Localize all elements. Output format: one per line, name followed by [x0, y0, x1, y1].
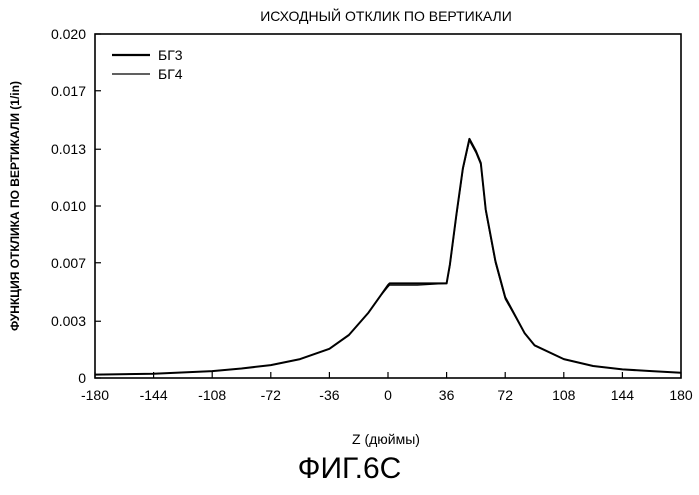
- x-tick-label: 72: [497, 387, 513, 403]
- y-tick-label: 0.013: [51, 141, 86, 157]
- y-tick-label: 0.020: [51, 26, 86, 42]
- x-tick-label: -180: [81, 387, 109, 403]
- x-tick-label: -72: [261, 387, 281, 403]
- x-ticks: -180 -144 -108 -72 -36 0 36 72 108 144 180: [81, 372, 693, 403]
- y-tick-label: 0.017: [51, 83, 86, 99]
- y-tick-label: 0.007: [51, 255, 86, 271]
- x-tick-label: 144: [611, 387, 635, 403]
- chart-title: ИСХОДНЫЙ ОТКЛИК ПО ВЕРТИКАЛИ: [260, 7, 512, 24]
- figure-caption: ФИГ.6С: [0, 452, 699, 486]
- x-tick-label: -144: [140, 387, 168, 403]
- y-axis-label: ФУНКЦИЯ ОТКЛИКА ПО ВЕРТИКАЛИ (1/in): [8, 81, 22, 331]
- series-layer: [95, 139, 681, 375]
- series-line-bg4: [95, 141, 681, 375]
- y-tick-label: 0: [78, 370, 86, 386]
- chart: ИСХОДНЫЙ ОТКЛИК ПО ВЕРТИКАЛИ ФУНКЦИЯ ОТК…: [0, 0, 699, 450]
- plot-frame: [95, 34, 681, 378]
- x-tick-label: -108: [198, 387, 226, 403]
- y-ticks: 0 0.003 0.007 0.010 0.013 0.017 0.020: [51, 26, 101, 386]
- legend: БГ3 БГ4: [112, 47, 183, 82]
- x-tick-label: 180: [669, 387, 693, 403]
- x-tick-label: -36: [319, 387, 339, 403]
- y-tick-label: 0.010: [51, 198, 86, 214]
- y-tick-label: 0.003: [51, 313, 86, 329]
- x-tick-label: 108: [552, 387, 576, 403]
- legend-label-bg4: БГ4: [158, 66, 183, 82]
- x-tick-label: 0: [384, 387, 392, 403]
- legend-label-bg3: БГ3: [158, 47, 183, 63]
- series-line-bg3: [95, 139, 681, 375]
- x-tick-label: 36: [439, 387, 455, 403]
- x-axis-label: Z (дюймы): [352, 431, 420, 447]
